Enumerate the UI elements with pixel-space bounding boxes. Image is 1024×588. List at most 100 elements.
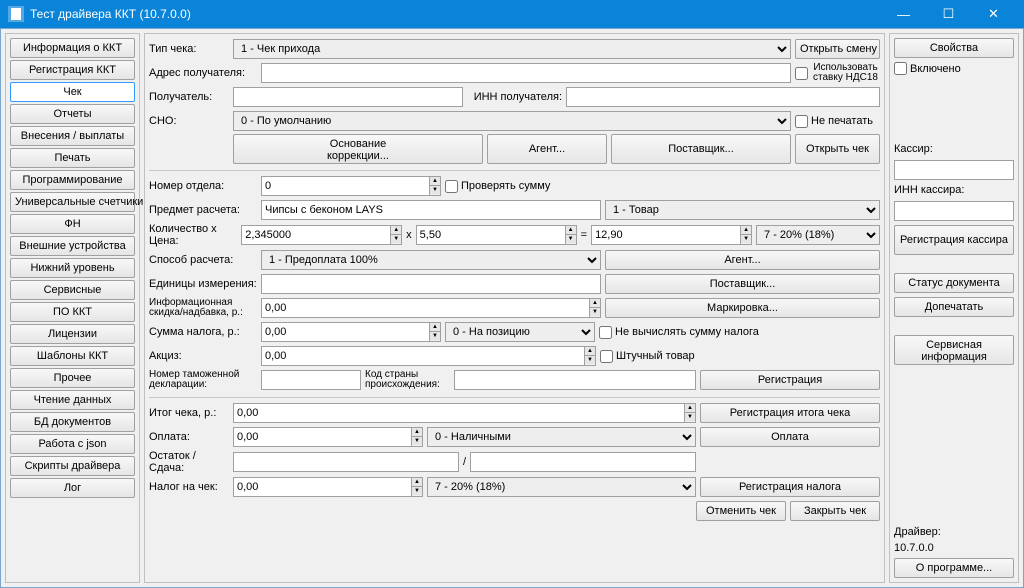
properties-button[interactable]: Свойства: [894, 38, 1014, 58]
tax-sum-label: Сумма налога, р.:: [149, 326, 257, 338]
sidebar-item-20[interactable]: Лог: [10, 478, 135, 498]
total-label: Итог чека, р.:: [149, 407, 229, 419]
open-receipt-button[interactable]: Открыть чек: [795, 134, 880, 164]
app-icon: [8, 6, 24, 22]
recipient-addr-input[interactable]: [261, 63, 791, 83]
cashier-input[interactable]: [894, 160, 1014, 180]
minimize-button[interactable]: —: [881, 0, 926, 28]
window-title: Тест драйвера ККТ (10.7.0.0): [30, 7, 881, 21]
cancel-receipt-button[interactable]: Отменить чек: [696, 501, 786, 521]
no-print-checkbox[interactable]: Не печатать: [795, 115, 880, 128]
price-input[interactable]: [416, 225, 565, 245]
close-window-button[interactable]: ✕: [971, 0, 1016, 28]
receipt-type-select[interactable]: 1 - Чек прихода: [233, 39, 791, 59]
close-receipt-button[interactable]: Закрыть чек: [790, 501, 880, 521]
agent-button-2[interactable]: Агент...: [605, 250, 880, 270]
supplier-button-2[interactable]: Поставщик...: [605, 274, 880, 294]
no-calc-tax-checkbox[interactable]: Не вычислять сумму налога: [599, 326, 759, 339]
recipient-input[interactable]: [233, 87, 463, 107]
titlebar: Тест драйвера ККТ (10.7.0.0) — ☐ ✕: [0, 0, 1024, 28]
dept-input[interactable]: [261, 176, 429, 196]
service-info-button[interactable]: Сервисная информация: [894, 335, 1014, 365]
payment-input[interactable]: [233, 427, 411, 447]
tax-on-receipt-label: Налог на чек:: [149, 481, 229, 493]
sidebar-item-19[interactable]: Скрипты драйвера: [10, 456, 135, 476]
payment-button[interactable]: Оплата: [700, 427, 880, 447]
country-code-label: Код страны происхождения:: [365, 370, 450, 390]
sidebar-item-5[interactable]: Печать: [10, 148, 135, 168]
change2-input[interactable]: [470, 452, 696, 472]
excise-label: Акциз:: [149, 350, 257, 362]
cashier-inn-label: ИНН кассира:: [894, 184, 1014, 196]
about-button[interactable]: О программе...: [894, 558, 1014, 578]
sidebar-item-4[interactable]: Внесения / выплаты: [10, 126, 135, 146]
sno-select[interactable]: 0 - По умолчанию: [233, 111, 791, 131]
sidebar: Информация о ККТРегистрация ККТЧекОтчеты…: [5, 33, 140, 583]
subject-label: Предмет расчета:: [149, 204, 257, 216]
sno-label: СНО:: [149, 115, 229, 127]
sidebar-item-17[interactable]: БД документов: [10, 412, 135, 432]
dept-label: Номер отдела:: [149, 180, 257, 192]
tax-on-receipt-input[interactable]: [233, 477, 411, 497]
doc-status-button[interactable]: Статус документа: [894, 273, 1014, 293]
reg-total-button[interactable]: Регистрация итога чека: [700, 403, 880, 423]
agent-button[interactable]: Агент...: [487, 134, 607, 164]
payment-label: Оплата:: [149, 431, 229, 443]
supplier-button[interactable]: Поставщик...: [611, 134, 791, 164]
sidebar-item-9[interactable]: Внешние устройства: [10, 236, 135, 256]
print-more-button[interactable]: Допечатать: [894, 297, 1014, 317]
check-sum-checkbox[interactable]: Проверять сумму: [445, 180, 550, 193]
recipient-inn-label: ИНН получателя:: [467, 91, 562, 103]
maximize-button[interactable]: ☐: [926, 0, 971, 28]
total-input[interactable]: [591, 225, 740, 245]
sidebar-item-2[interactable]: Чек: [10, 82, 135, 102]
reg-cashier-button[interactable]: Регистрация кассира: [894, 225, 1014, 255]
payment-type-select[interactable]: 0 - Наличными: [427, 427, 696, 447]
marking-button[interactable]: Маркировка...: [605, 298, 880, 318]
total-receipt-input[interactable]: [233, 403, 684, 423]
registration-button[interactable]: Регистрация: [700, 370, 880, 390]
sidebar-item-1[interactable]: Регистрация ККТ: [10, 60, 135, 80]
info-discount-input[interactable]: [261, 298, 589, 318]
piece-goods-checkbox[interactable]: Штучный товар: [600, 350, 695, 363]
customs-decl-input[interactable]: [261, 370, 361, 390]
method-select[interactable]: 1 - Предоплата 100%: [261, 250, 601, 270]
sidebar-item-3[interactable]: Отчеты: [10, 104, 135, 124]
cashier-label: Кассир:: [894, 143, 1014, 155]
sidebar-item-0[interactable]: Информация о ККТ: [10, 38, 135, 58]
tax-pos-select[interactable]: 0 - На позицию: [445, 322, 595, 342]
change1-input[interactable]: [233, 452, 459, 472]
use-rate-checkbox[interactable]: Использовать ставку НДС18: [795, 63, 880, 83]
sidebar-item-15[interactable]: Прочее: [10, 368, 135, 388]
sidebar-item-16[interactable]: Чтение данных: [10, 390, 135, 410]
sidebar-item-11[interactable]: Сервисные: [10, 280, 135, 300]
tax-sum-input[interactable]: [261, 322, 429, 342]
subject-input[interactable]: [261, 200, 601, 220]
tax-on-receipt-rate-select[interactable]: 7 - 20% (18%): [427, 477, 696, 497]
recipient-label: Получатель:: [149, 91, 229, 103]
sidebar-item-14[interactable]: Шаблоны ККТ: [10, 346, 135, 366]
right-panel: Свойства Включено Кассир: ИНН кассира: Р…: [889, 33, 1019, 583]
equals-label: =: [581, 229, 587, 241]
qty-input[interactable]: [241, 225, 390, 245]
tax-rate-select[interactable]: 7 - 20% (18%): [756, 225, 880, 245]
sidebar-item-8[interactable]: ФН: [10, 214, 135, 234]
method-label: Способ расчета:: [149, 254, 257, 266]
excise-input[interactable]: [261, 346, 584, 366]
cashier-inn-input[interactable]: [894, 201, 1014, 221]
correction-basis-button[interactable]: Основание коррекции...: [233, 134, 483, 164]
reg-tax-button[interactable]: Регистрация налога: [700, 477, 880, 497]
open-shift-button[interactable]: Открыть смену: [795, 39, 880, 59]
sidebar-item-13[interactable]: Лицензии: [10, 324, 135, 344]
sidebar-item-18[interactable]: Работа с json: [10, 434, 135, 454]
recipient-inn-input[interactable]: [566, 87, 880, 107]
subject-type-select[interactable]: 1 - Товар: [605, 200, 880, 220]
enabled-checkbox[interactable]: Включено: [894, 62, 1014, 75]
sidebar-item-6[interactable]: Программирование: [10, 170, 135, 190]
info-discount-label: Информационная скидка/надбавка, р.:: [149, 298, 257, 318]
sidebar-item-10[interactable]: Нижний уровень: [10, 258, 135, 278]
sidebar-item-7[interactable]: Универсальные счетчики: [10, 192, 135, 212]
country-code-input[interactable]: [454, 370, 696, 390]
sidebar-item-12[interactable]: ПО ККТ: [10, 302, 135, 322]
unit-input[interactable]: [261, 274, 601, 294]
